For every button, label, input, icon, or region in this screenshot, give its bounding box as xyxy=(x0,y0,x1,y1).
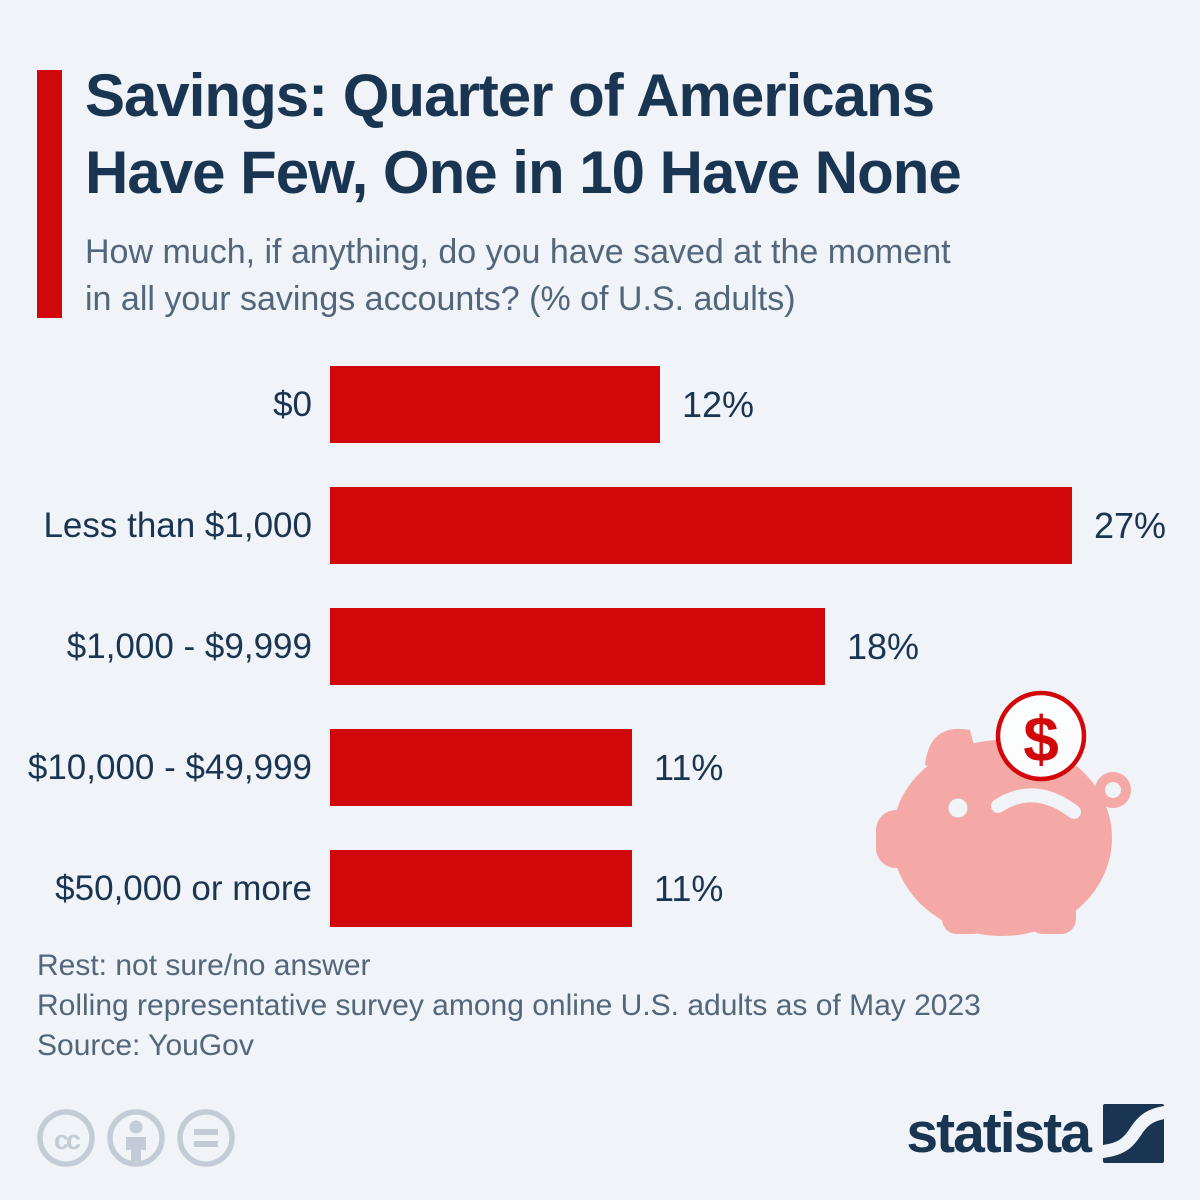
title-accent-bar xyxy=(37,70,62,318)
chart-row: $1,000 - $9,999 18% xyxy=(0,586,1200,707)
chart-subtitle-line-2: in all your savings accounts? (% of U.S.… xyxy=(85,280,796,318)
chart-subtitle-line-1: How much, if anything, do you have saved… xyxy=(85,233,951,271)
value-label: 18% xyxy=(847,625,920,667)
license-icons: cc xyxy=(37,1109,235,1167)
cc-attribution-icon xyxy=(107,1109,165,1167)
svg-text:cc: cc xyxy=(54,1125,81,1155)
dollar-coin-icon: $ xyxy=(995,690,1087,782)
category-label: $50,000 or more xyxy=(55,868,312,908)
chart-title-line-2: Have Few, One in 10 Have None xyxy=(85,139,962,206)
chart-row: $50,000 or more 11% xyxy=(0,828,1200,949)
bar xyxy=(330,850,632,927)
category-label: $1,000 - $9,999 xyxy=(66,626,312,666)
chart-row: Less than $1,000 27% xyxy=(0,465,1200,586)
chart-subtitle: How much, if anything, do you have saved… xyxy=(85,229,1165,323)
pig-body xyxy=(892,740,1112,936)
footnote-source: Source: YouGov xyxy=(37,1029,254,1062)
value-label: 27% xyxy=(1094,504,1167,546)
footnote-survey: Rolling representative survey among onli… xyxy=(37,989,981,1022)
statista-logo-mark-icon xyxy=(1103,1104,1164,1163)
chart-title-line-1: Savings: Quarter of Americans xyxy=(85,62,935,129)
category-label: $10,000 - $49,999 xyxy=(27,747,312,787)
pig-tail xyxy=(1095,772,1131,808)
statista-wordmark: statista xyxy=(906,1101,1092,1165)
footnote-rest: Rest: not sure/no answer xyxy=(37,949,371,982)
chart-row: $10,000 - $49,999 11% xyxy=(0,707,1200,828)
cc-noderivatives-icon xyxy=(177,1109,235,1167)
bar-chart: $0 12% Less than $1,000 27% $1,000 - $9,999 1… xyxy=(0,344,1200,949)
footnotes: Rest: not sure/no answer Rolling represe… xyxy=(37,946,981,1066)
cc-license-icon: cc xyxy=(37,1109,95,1167)
value-label: 11% xyxy=(654,867,724,909)
bar xyxy=(330,487,1072,564)
value-label: 12% xyxy=(682,383,755,425)
header: Savings: Quarter of Americans Have Few, … xyxy=(85,57,1165,323)
piggy-bank-icon xyxy=(876,728,1131,936)
category-label: Less than $1,000 xyxy=(43,505,312,545)
statista-logo: statista xyxy=(906,1104,1164,1163)
dollar-symbol: $ xyxy=(1023,703,1059,775)
chart-row: $0 12% xyxy=(0,344,1200,465)
bar xyxy=(330,608,825,685)
piggy-bank-illustration: $ xyxy=(876,690,1131,936)
bar xyxy=(330,729,632,806)
value-label: 11% xyxy=(654,746,724,788)
bar xyxy=(330,366,660,443)
coin-slot xyxy=(991,788,1081,819)
pig-eye xyxy=(948,798,968,818)
category-label: $0 xyxy=(273,384,312,424)
